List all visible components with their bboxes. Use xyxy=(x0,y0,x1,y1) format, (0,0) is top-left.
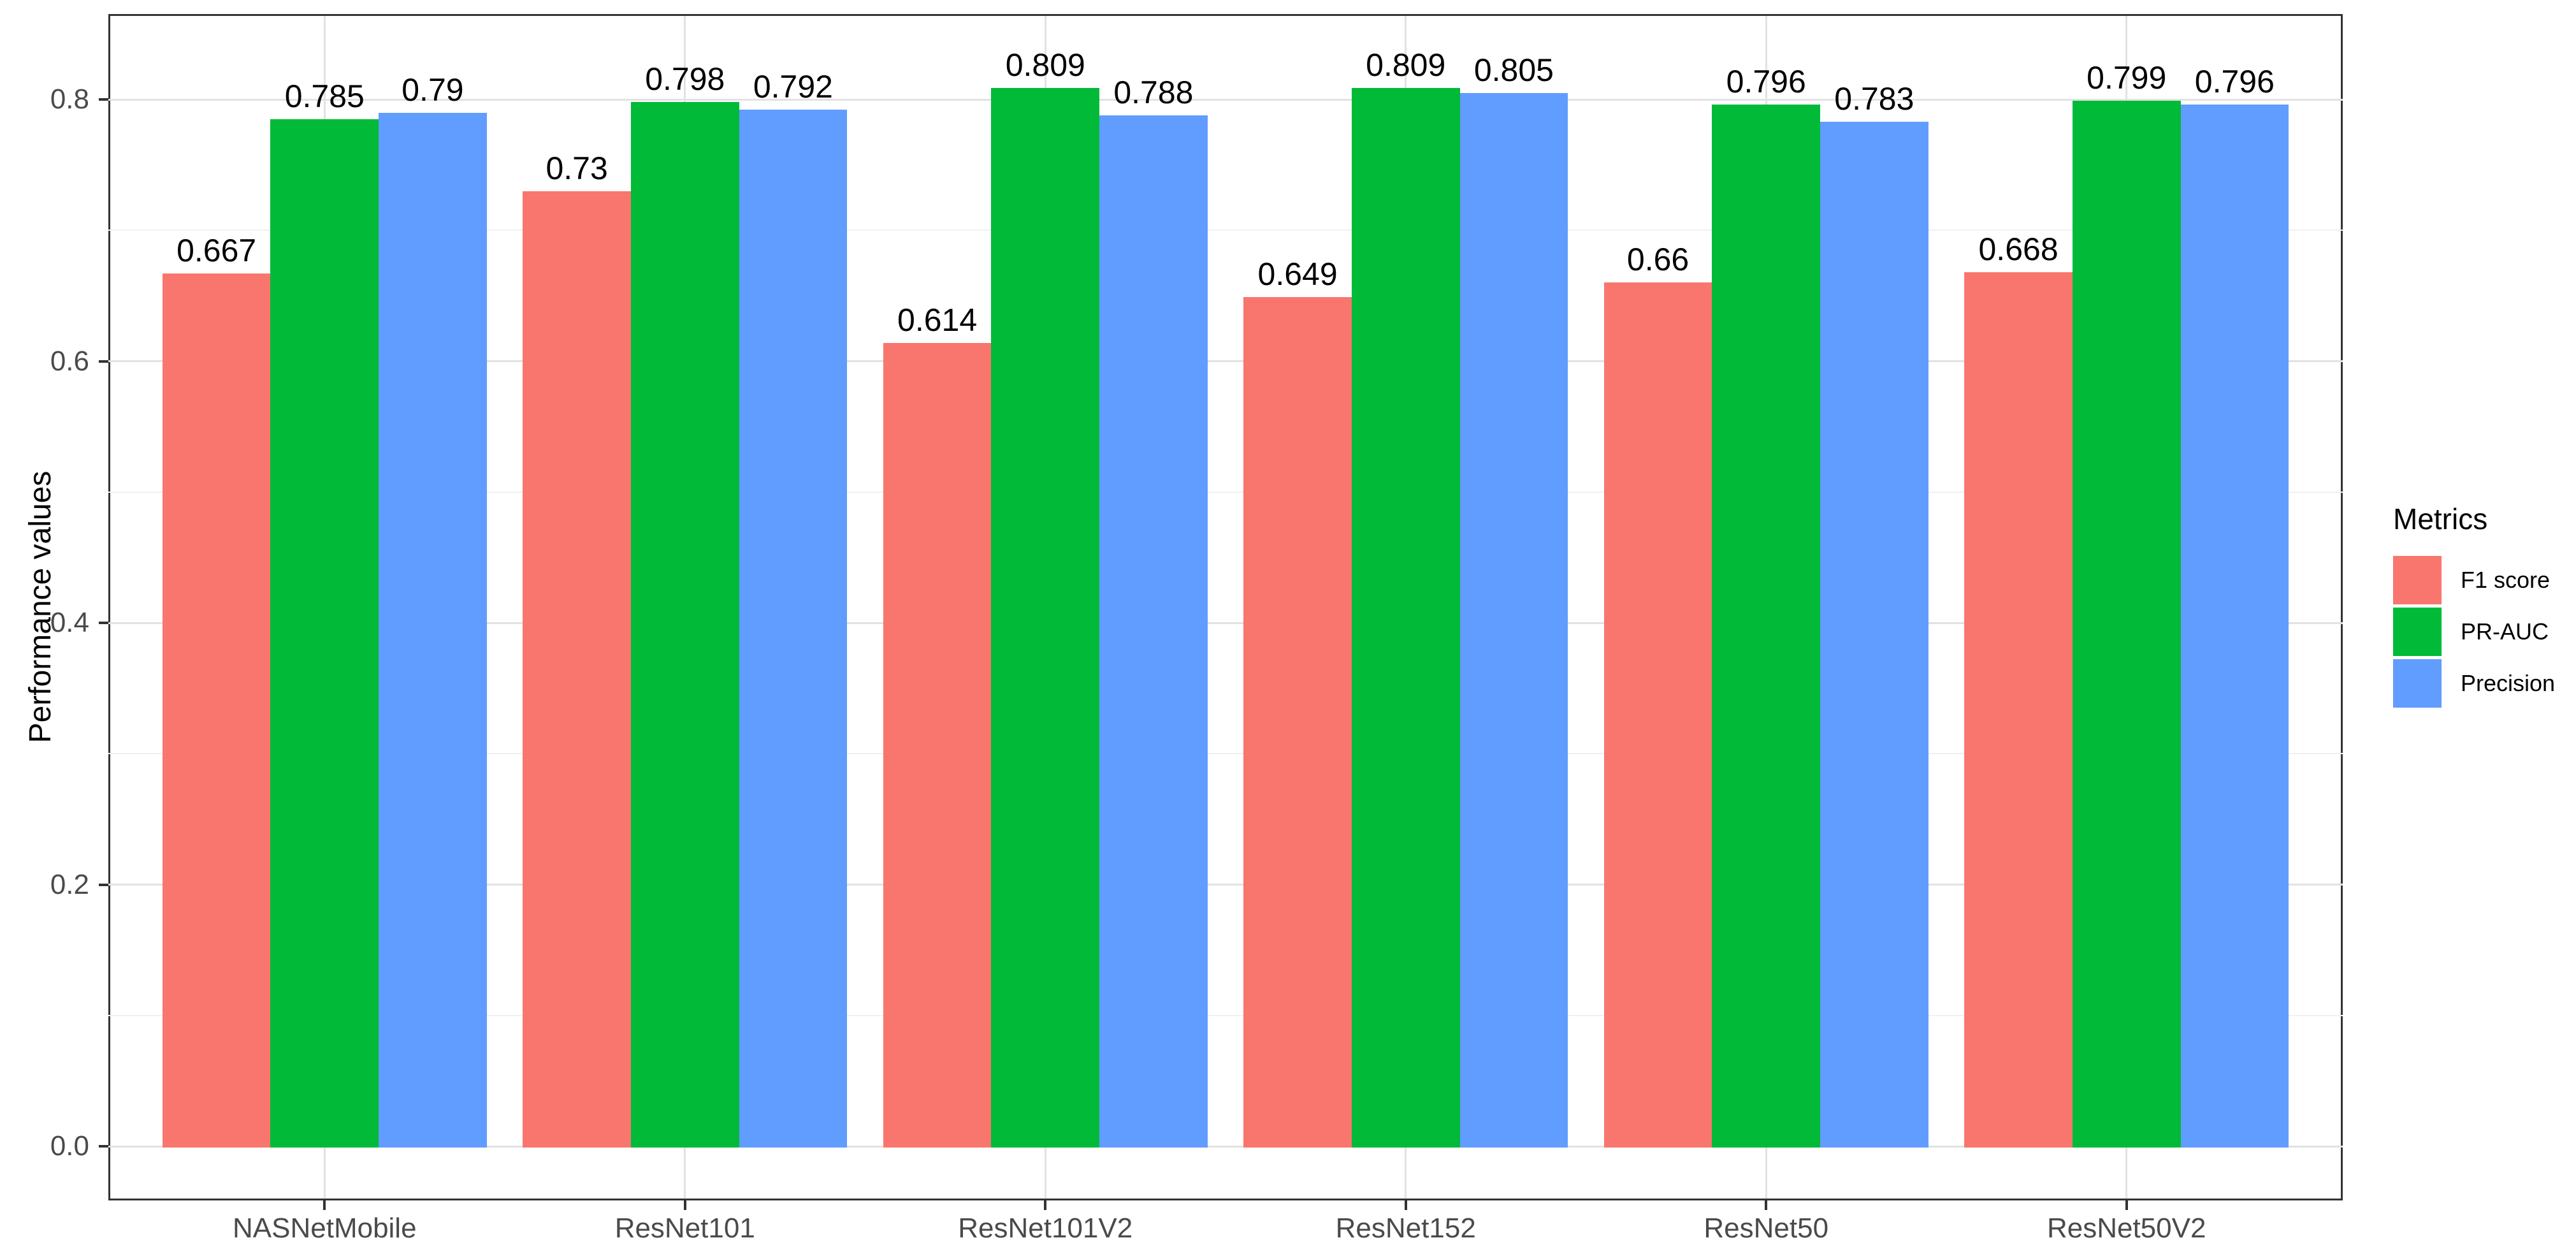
bar-value-label: 0.809 xyxy=(1005,47,1085,83)
legend-items: F1 score PR-AUC Precision xyxy=(2393,556,2555,708)
y-tick-label: 0.8 xyxy=(50,84,89,115)
gridline-major xyxy=(108,1145,2343,1148)
bar-value-label: 0.796 xyxy=(1726,64,1806,100)
gridline-minor xyxy=(108,230,2343,231)
bar-f1-score xyxy=(1603,282,1712,1148)
bar-value-label: 0.809 xyxy=(1366,47,1446,83)
x-tick-label: ResNet50 xyxy=(1704,1213,1829,1244)
bar-value-label: 0.799 xyxy=(2087,60,2167,96)
bar-value-label: 0.667 xyxy=(177,233,257,268)
gridline-minor xyxy=(108,491,2343,493)
bar-value-label: 0.798 xyxy=(645,61,725,98)
y-tick-label: 0.0 xyxy=(50,1130,89,1162)
legend-item-precision: Precision xyxy=(2393,659,2555,708)
bar-f1-score xyxy=(883,342,992,1148)
bar-value-label: 0.614 xyxy=(897,302,978,338)
gridline-major xyxy=(108,622,2343,624)
bar-pr-auc xyxy=(1712,105,1821,1148)
bar-f1-score xyxy=(1243,296,1352,1148)
bar-f1-score xyxy=(523,191,631,1148)
gridline-major xyxy=(108,98,2343,101)
bar-value-label: 0.668 xyxy=(1978,231,2059,267)
x-tick-mark xyxy=(1044,1200,1047,1210)
bar-value-label: 0.805 xyxy=(1473,52,1554,88)
bar-value-label: 0.783 xyxy=(1834,80,1914,117)
gridline-minor xyxy=(108,1014,2343,1016)
bar-pr-auc xyxy=(2072,101,2181,1148)
legend-label-precision: Precision xyxy=(2461,670,2556,696)
x-tick-mark xyxy=(2125,1200,2128,1210)
bar-pr-auc xyxy=(270,119,379,1148)
bar-value-label: 0.73 xyxy=(546,150,608,186)
x-tick-mark xyxy=(1765,1200,1768,1210)
bar-pr-auc xyxy=(991,87,1100,1148)
y-tick-mark xyxy=(99,360,108,363)
legend-swatch-precision xyxy=(2393,659,2442,708)
bar-pr-auc xyxy=(630,102,739,1148)
legend-label-pr-auc: PR-AUC xyxy=(2461,618,2549,645)
x-tick-label: ResNet101V2 xyxy=(958,1213,1133,1244)
y-tick-label: 0.4 xyxy=(50,607,89,639)
bar-precision xyxy=(1459,92,1568,1148)
x-tick-mark xyxy=(683,1200,686,1210)
x-tick-label: ResNet101 xyxy=(614,1213,755,1244)
y-tick-label: 0.2 xyxy=(50,868,89,900)
legend-item-pr-auc: PR-AUC xyxy=(2393,608,2555,656)
bar-value-label: 0.66 xyxy=(1626,242,1690,278)
y-tick-mark xyxy=(99,622,108,625)
legend-label-f1-score: F1 score xyxy=(2461,567,2551,593)
bar-precision xyxy=(2180,105,2289,1148)
x-tick-label: ResNet50V2 xyxy=(2046,1213,2206,1244)
gridline-minor xyxy=(108,753,2343,755)
gridline-major xyxy=(108,360,2343,363)
bar-value-label: 0.788 xyxy=(1113,74,1194,110)
y-tick-mark xyxy=(99,883,108,886)
y-tick-label: 0.6 xyxy=(50,345,89,377)
legend-item-f1-score: F1 score xyxy=(2393,556,2555,604)
y-tick-mark xyxy=(99,98,108,101)
bar-precision xyxy=(1099,115,1208,1148)
bar-precision xyxy=(379,112,487,1148)
legend: Metrics F1 score PR-AUC Precision xyxy=(2393,502,2555,708)
x-tick-label: ResNet152 xyxy=(1335,1213,1476,1244)
x-tick-mark xyxy=(1404,1200,1407,1210)
legend-swatch-f1-score xyxy=(2393,556,2442,604)
bar-pr-auc xyxy=(1351,87,1460,1148)
y-tick-mark xyxy=(99,1145,108,1148)
bar-value-label: 0.792 xyxy=(753,69,833,105)
bar-f1-score xyxy=(162,273,271,1148)
legend-title: Metrics xyxy=(2393,502,2488,536)
bar-value-label: 0.785 xyxy=(284,78,365,114)
gridline-major xyxy=(108,884,2343,886)
bar-f1-score xyxy=(1964,272,2073,1148)
bar-value-label: 0.796 xyxy=(2194,64,2275,100)
x-tick-label: NASNetMobile xyxy=(233,1213,417,1244)
bar-value-label: 0.79 xyxy=(402,71,464,108)
x-tick-mark xyxy=(323,1200,326,1210)
legend-swatch-pr-auc xyxy=(2393,608,2442,656)
bar-value-label: 0.649 xyxy=(1257,256,1338,292)
bar-precision xyxy=(739,110,848,1148)
bar-precision xyxy=(1820,121,1928,1148)
